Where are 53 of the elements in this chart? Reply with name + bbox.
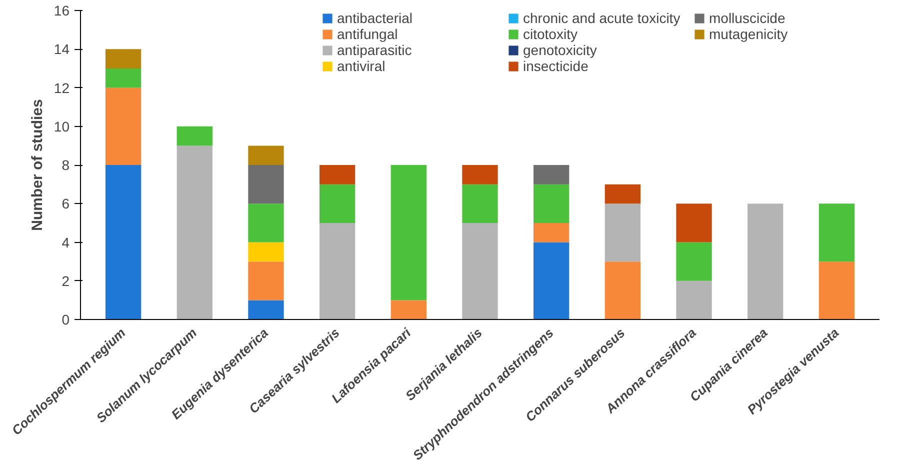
bar — [534, 184, 570, 223]
legend-label: mutagenicity — [709, 26, 789, 42]
bar — [390, 165, 426, 300]
bar — [604, 262, 641, 320]
y-tick-label: 16 — [54, 2, 70, 18]
bar — [676, 204, 712, 242]
bar — [105, 68, 142, 88]
bar — [676, 280, 712, 320]
y-tick-label: 2 — [62, 272, 70, 289]
bar — [176, 126, 212, 146]
bar — [105, 88, 142, 165]
bar — [176, 146, 212, 320]
bar — [248, 165, 284, 204]
bar — [462, 184, 498, 223]
bar — [319, 184, 356, 223]
legend-label: citotoxity — [523, 26, 578, 42]
legend-label: antifungal — [337, 26, 399, 42]
bar — [748, 204, 784, 320]
bar — [248, 146, 284, 165]
y-tick-label: 6 — [62, 196, 70, 212]
y-tick-label: 12 — [54, 80, 70, 96]
y-tick-label: 0 — [62, 312, 70, 328]
bar — [604, 184, 641, 204]
bar — [248, 242, 284, 262]
y-tick-label: 4 — [62, 234, 70, 250]
y-tick-label: 10 — [54, 118, 70, 134]
bar — [534, 165, 570, 184]
bar — [319, 222, 356, 320]
bar — [818, 204, 855, 262]
bar — [248, 262, 284, 300]
bar — [818, 262, 855, 320]
bar — [319, 165, 356, 184]
y-axis-title: Number of studies — [28, 99, 46, 231]
bar — [105, 49, 142, 68]
legend-label: molluscicide — [709, 10, 786, 26]
legend-label: insecticide — [523, 58, 590, 74]
bar — [248, 300, 284, 320]
legend-label: antibacterial — [337, 10, 414, 26]
legend-label: chronic and acute toxicity — [523, 10, 682, 26]
legend-label: antiparasitic — [337, 42, 413, 58]
legend-label: antiviral — [337, 58, 386, 74]
legend-label: genotoxicity — [523, 42, 598, 58]
bar — [534, 222, 570, 242]
bar — [390, 300, 426, 320]
bar — [105, 165, 142, 320]
bar — [676, 242, 712, 281]
y-tick-label: 14 — [54, 41, 70, 58]
bar — [462, 222, 498, 320]
bar — [248, 204, 284, 242]
y-tick-label: 8 — [62, 157, 70, 173]
bar — [604, 204, 641, 262]
bar — [462, 165, 498, 184]
bar — [534, 242, 570, 320]
